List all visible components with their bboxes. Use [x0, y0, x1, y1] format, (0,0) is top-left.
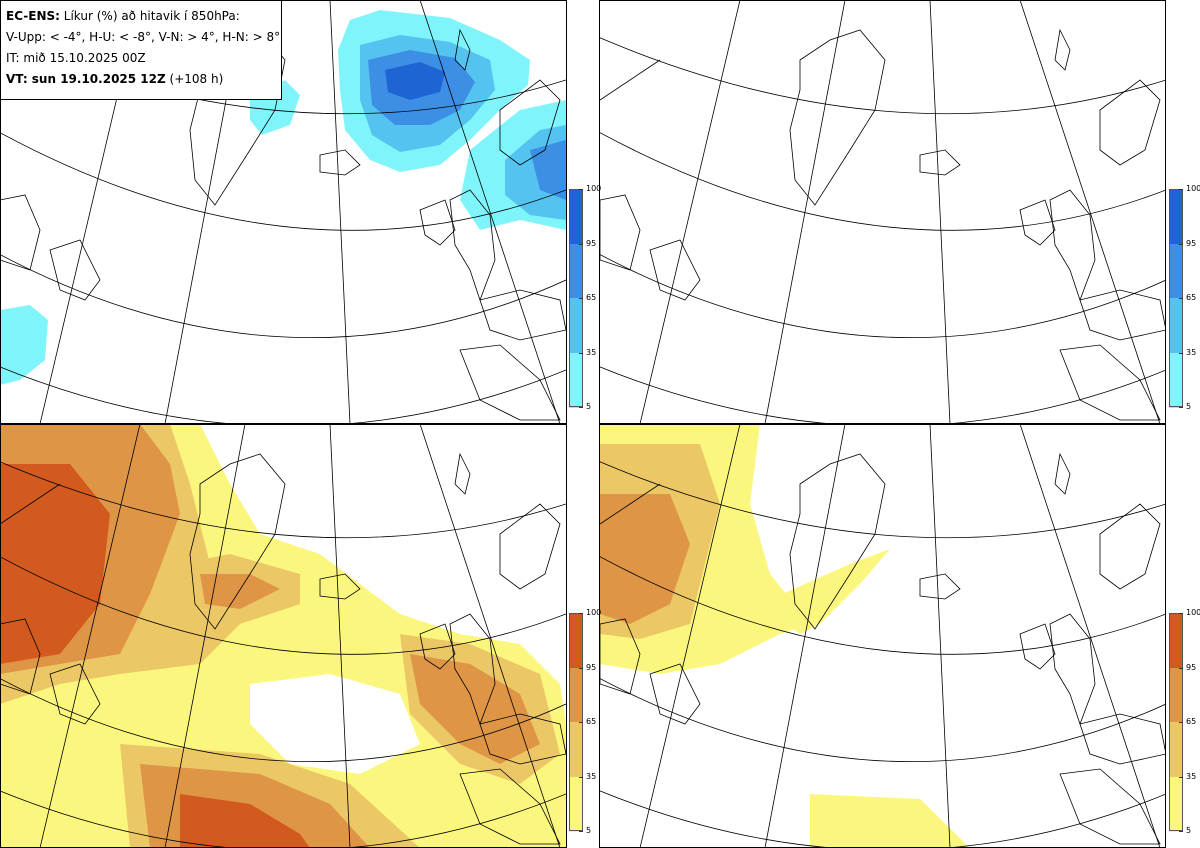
colorbar-segment: [1169, 722, 1183, 777]
colorbar-tick-mark: [579, 298, 583, 299]
colorbar-segment: [1169, 352, 1183, 408]
coastlines: [0, 452, 566, 845]
valid-time-label: VT: sun 19.10.2025 12Z: [6, 72, 166, 86]
colorbar-top-right: 100 95 65 35 5: [1169, 185, 1200, 411]
colorbar-tick-mark: [1179, 189, 1183, 190]
colorbar-segment: [569, 722, 583, 777]
colorbar-tick-mark: [1179, 243, 1183, 245]
colorbar-tick-label: 95: [1186, 662, 1197, 672]
colorbar-tick-mark: [1179, 776, 1183, 778]
map-panel-top-right: [600, 0, 1166, 424]
colorbar-tick-mark: [1179, 613, 1183, 614]
colorbar-tick-mark: [579, 831, 583, 832]
graticule: [600, 424, 1166, 848]
valid-time-line: VT: sun 19.10.2025 12Z (+108 h): [6, 69, 276, 90]
colorbar-segment: [1169, 776, 1183, 832]
colorbar-tick-label: 100: [1186, 184, 1200, 193]
colorbar-tick-label: 65: [1186, 293, 1197, 302]
colorbar-tick-mark: [579, 352, 583, 354]
coastlines: [600, 452, 1166, 845]
colorbar-tick-label: 5: [1186, 826, 1192, 835]
colorbar-tick-mark: [1179, 722, 1183, 723]
colorbar-tick-label: 5: [586, 826, 592, 835]
colorbar-tick-mark: [1179, 298, 1183, 299]
colorbar-tick-label: 35: [586, 771, 597, 781]
graticule: [0, 424, 566, 848]
colorbar-tick-mark: [579, 189, 583, 190]
colorbar-tick-mark: [1179, 831, 1183, 832]
colorbar-tick-mark: [1179, 407, 1183, 408]
probability-field: [0, 10, 566, 385]
colorbar-segment: [569, 189, 583, 244]
map-canvas-bottom-right: [600, 424, 1166, 848]
map-canvas-bottom-left: [0, 424, 566, 848]
colorbar-tick-label: 65: [586, 717, 597, 726]
colorbar-tick-mark: [579, 776, 583, 778]
colorbar-tick-mark: [579, 407, 583, 408]
classes-label: V-Upp: < -4°, H-U: < -8°, V-N: > 4°, H-N…: [6, 30, 281, 44]
colorbar-segment: [569, 352, 583, 408]
coastlines: [600, 28, 1166, 421]
colorbar-tick-mark: [579, 722, 583, 723]
colorbar-tick-label: 65: [586, 293, 597, 302]
map-panel-bottom-right: [600, 424, 1166, 848]
map-canvas-top-left: [0, 0, 566, 424]
colorbar-tick-label: 35: [1186, 347, 1197, 357]
colorbar-segment: [1169, 243, 1183, 299]
colorbar-segment: [569, 776, 583, 832]
colorbar-tick-mark: [1179, 352, 1183, 354]
colorbar-segment: [569, 298, 583, 353]
lead-time-label: (+108 h): [169, 72, 224, 86]
colorbar-tick-mark: [1179, 667, 1183, 669]
colorbar-tick-label: 95: [586, 662, 597, 672]
probability-field: [0, 424, 566, 848]
colorbar-tick-label: 35: [1186, 771, 1197, 781]
map-canvas-top-right: [600, 0, 1166, 424]
colorbar-bottom-right: 100 95 65 35 5: [1169, 609, 1200, 835]
colorbar-segment: [569, 243, 583, 299]
colorbar-tick-mark: [579, 667, 583, 669]
colorbar-segment: [1169, 189, 1183, 244]
map-panel-top-left: [0, 0, 566, 424]
colorbar-tick-label: 100: [586, 184, 602, 193]
probability-field: [600, 424, 970, 848]
colorbar-tick-label: 95: [586, 238, 597, 248]
colorbar-tick-label: 5: [1186, 402, 1192, 411]
colorbar-tick-label: 35: [586, 347, 597, 357]
colorbar-tick-label: 5: [586, 402, 592, 411]
init-time-label: IT: mið 15.10.2025 00Z: [6, 51, 146, 65]
colorbar-tick-label: 100: [586, 608, 602, 617]
colorbar-segment: [1169, 613, 1183, 668]
colorbar-segment: [1169, 667, 1183, 723]
colorbar-tick-label: 100: [1186, 608, 1200, 617]
colorbar-tick-label: 65: [1186, 717, 1197, 726]
product-label: EC-ENS:: [6, 9, 60, 23]
colorbar-segment: [1169, 298, 1183, 353]
colorbar-bottom-left: 100 95 65 35 5: [569, 609, 601, 835]
colorbar-tick-mark: [579, 243, 583, 245]
legend-box: EC-ENS: Líkur (%) að hitavik í 850hPa: V…: [0, 0, 282, 100]
colorbar-tick-mark: [579, 613, 583, 614]
map-panel-bottom-left: [0, 424, 566, 848]
colorbar-segment: [569, 667, 583, 723]
graticule: [600, 0, 1166, 424]
colorbar-top-left: 100 95 65 35 5: [569, 185, 601, 411]
colorbar-tick-label: 95: [1186, 238, 1197, 248]
legend-title-line: EC-ENS: Líkur (%) að hitavik í 850hPa:: [6, 6, 276, 27]
description-label: Líkur (%) að hitavik í 850hPa:: [63, 9, 240, 23]
colorbar-segment: [569, 613, 583, 668]
